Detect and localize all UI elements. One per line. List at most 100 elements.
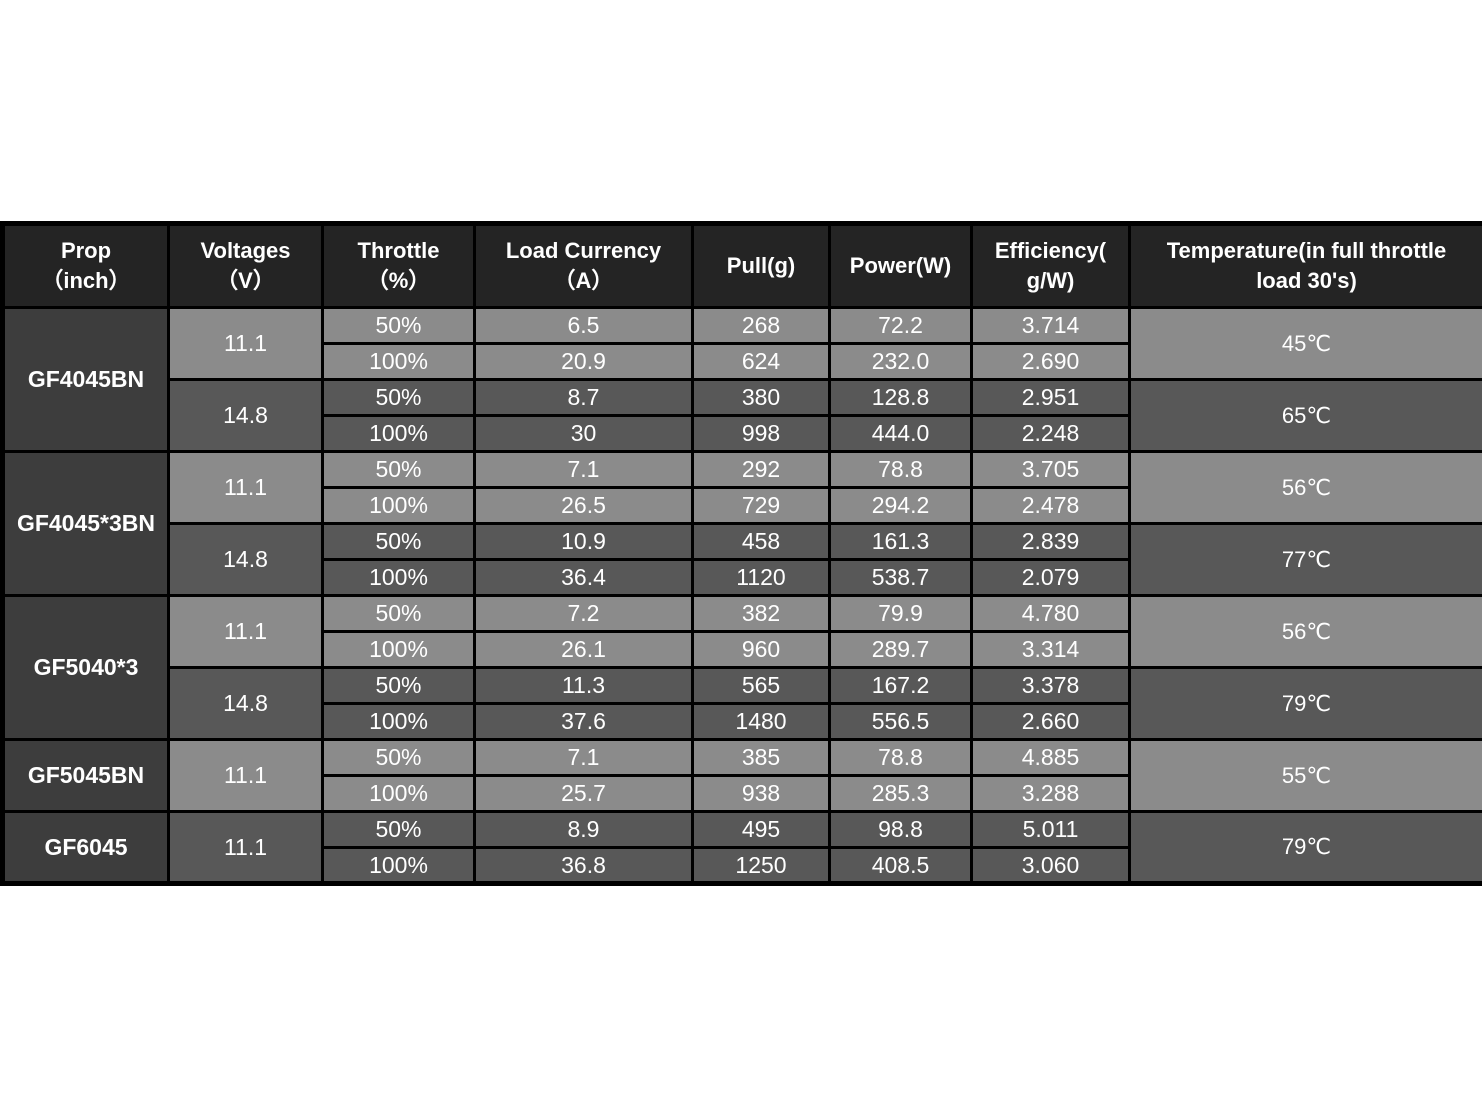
load-currency-cell: 8.7 [473,378,694,417]
power-cell: 538.7 [828,558,973,597]
table-row: GF5040*3 11.1 50% 7.2 382 79.9 4.780 56℃ [1,594,1482,741]
load-currency-cell: 36.8 [473,846,694,885]
throttle-cell: 100% [321,558,476,597]
table-row: 100% 25.7 938 285.3 3.288 [3,774,1482,813]
pull-cell: 565 [691,666,831,705]
voltage-cell: 11.1 [167,810,324,885]
header-line: （V） [216,268,275,293]
temperature-cell: 65℃ [1128,378,1482,453]
pull-cell: 495 [691,810,831,849]
load-currency-cell: 37.6 [473,702,694,741]
voltage-cell: 14.8 [167,378,324,453]
load-currency-cell: 11.3 [473,666,694,705]
column-header-voltages: Voltages （V） [167,222,324,309]
table-row: 100% 26.5 729 294.2 2.478 [3,486,1482,525]
header-line: （%） [366,268,431,293]
power-cell: 78.8 [828,450,973,489]
efficiency-cell: 2.690 [970,342,1131,381]
prop-cell: GF6045 [1,810,170,885]
throttle-cell: 50% [321,810,476,849]
power-cell: 161.3 [828,522,973,561]
power-cell: 98.8 [828,810,973,849]
power-cell: 556.5 [828,702,973,741]
header-line: Power(W) [849,253,952,278]
prop-cell: GF4045*3BN [1,450,170,597]
header-line: （inch） [41,268,131,293]
column-header-load-currency: Load Currency （A） [473,222,694,309]
throttle-cell: 100% [321,342,476,381]
throttle-cell: 50% [321,666,476,705]
load-currency-cell: 26.5 [473,486,694,525]
power-cell: 444.0 [828,414,973,453]
pull-cell: 729 [691,486,831,525]
efficiency-cell: 2.951 [970,378,1131,417]
throttle-cell: 50% [321,378,476,417]
efficiency-cell: 4.780 [970,594,1131,633]
efficiency-cell: 2.839 [970,522,1131,561]
table-row: 14.8 50% 10.9 458 161.3 2.839 77℃ [3,522,1482,597]
pull-cell: 1120 [691,558,831,597]
column-header-efficiency: Efficiency( g/W) [970,222,1131,309]
table-row: GF5045BN 11.1 50% 7.1 385 78.8 4.885 55℃ [1,738,1482,813]
table-row: GF4045*3BN 11.1 50% 7.1 292 78.8 3.705 5… [1,450,1482,597]
header-line: Voltages [200,238,291,263]
efficiency-cell: 2.660 [970,702,1131,741]
voltage-cell: 11.1 [167,594,324,669]
voltage-cell: 11.1 [167,306,324,381]
header-row: Prop （inch） Voltages （V） Throttle （%） Lo… [1,222,1482,309]
column-header-pull: Pull(g) [691,222,831,309]
load-currency-cell: 8.9 [473,810,694,849]
table-row: 100% 36.4 1120 538.7 2.079 [3,558,1482,597]
table-row: GF4045BN 11.1 50% 6.5 268 72.2 3.714 45℃ [1,306,1482,453]
load-currency-cell: 20.9 [473,342,694,381]
table-row: 100% 37.6 1480 556.5 2.660 [3,702,1482,741]
power-cell: 289.7 [828,630,973,669]
throttle-cell: 100% [321,846,476,885]
efficiency-cell: 2.478 [970,486,1131,525]
efficiency-cell: 3.060 [970,846,1131,885]
header-line: load 30's) [1256,268,1357,293]
column-header-throttle: Throttle （%） [321,222,476,309]
load-currency-cell: 25.7 [473,774,694,813]
pull-cell: 380 [691,378,831,417]
efficiency-cell: 3.705 [970,450,1131,489]
throttle-cell: 100% [321,630,476,669]
header-line: Efficiency( [994,238,1107,263]
table-row: 100% 26.1 960 289.7 3.314 [3,630,1482,669]
power-cell: 285.3 [828,774,973,813]
load-currency-cell: 26.1 [473,630,694,669]
header-line: Throttle [357,238,440,263]
temperature-cell: 56℃ [1128,450,1482,525]
temperature-cell: 77℃ [1128,522,1482,597]
efficiency-cell: 3.714 [970,306,1131,345]
pull-cell: 938 [691,774,831,813]
pull-cell: 292 [691,450,831,489]
temperature-cell: 56℃ [1128,594,1482,669]
prop-cell: GF4045BN [1,306,170,453]
throttle-cell: 50% [321,450,476,489]
pull-cell: 268 [691,306,831,345]
efficiency-cell: 2.248 [970,414,1131,453]
load-currency-cell: 7.1 [473,450,694,489]
load-currency-cell: 7.1 [473,738,694,777]
throttle-cell: 100% [321,414,476,453]
table-row: 100% 20.9 624 232.0 2.690 [3,342,1482,381]
temperature-cell: 79℃ [1128,666,1482,741]
efficiency-cell: 3.378 [970,666,1131,705]
column-header-power: Power(W) [828,222,973,309]
power-cell: 72.2 [828,306,973,345]
header-line: （A） [553,268,614,293]
pull-cell: 385 [691,738,831,777]
temperature-cell: 79℃ [1128,810,1482,885]
table-row: GF6045 11.1 50% 8.9 495 98.8 5.011 79℃ [1,810,1482,885]
load-currency-cell: 7.2 [473,594,694,633]
prop-cell: GF5045BN [1,738,170,813]
table-row: 14.8 50% 11.3 565 167.2 3.378 79℃ [3,666,1482,741]
throttle-cell: 50% [321,522,476,561]
power-cell: 294.2 [828,486,973,525]
efficiency-cell: 3.314 [970,630,1131,669]
efficiency-cell: 5.011 [970,810,1131,849]
throttle-cell: 100% [321,702,476,741]
table-row: 14.8 50% 8.7 380 128.8 2.951 65℃ [3,378,1482,453]
